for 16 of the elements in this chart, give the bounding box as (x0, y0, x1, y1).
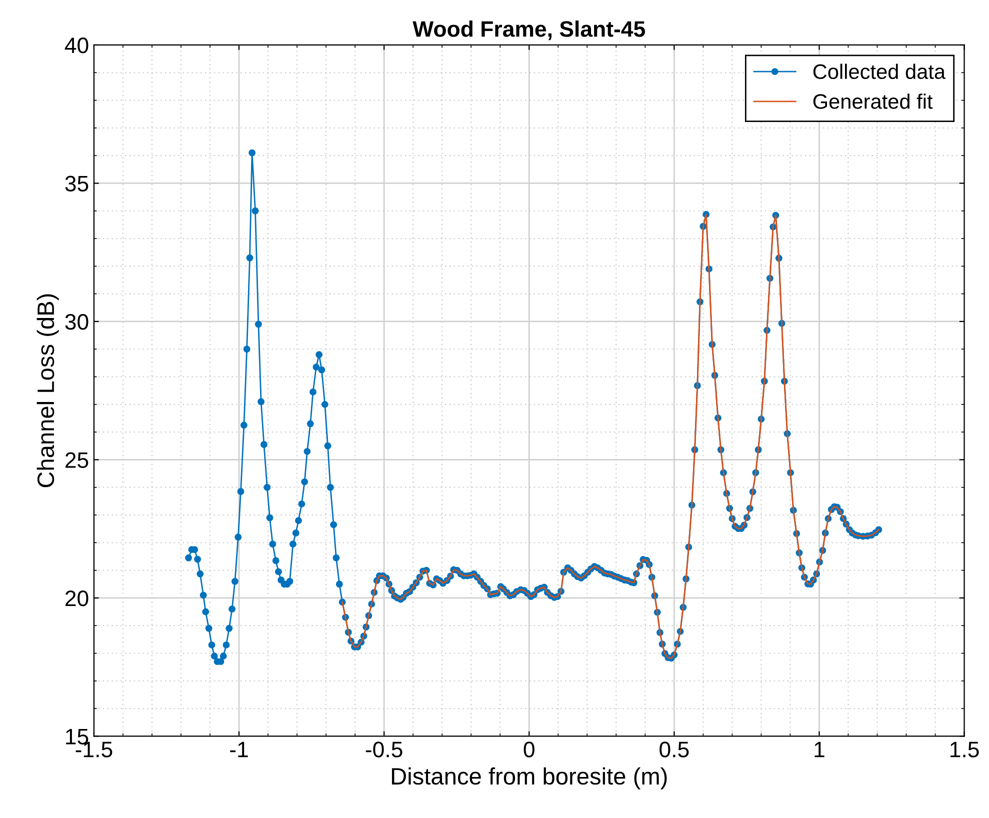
x-tick-label: 1.5 (950, 742, 979, 758)
y-tick-label: 30 (65, 314, 88, 330)
x-tick-label: 0 (524, 742, 534, 758)
y-tick-label: 20 (65, 590, 88, 606)
legend-label: Collected data (813, 64, 946, 80)
y-tick-label: 40 (64, 38, 88, 54)
x-axis-title: Distance from boresite (m) (392, 767, 667, 790)
x-tick-label: 1 (814, 742, 824, 758)
y-tick-label: 25 (65, 452, 88, 468)
x-tick-label: -1 (230, 742, 248, 758)
x-tick-label: 0.5 (660, 742, 689, 758)
chart-title: Wood Frame, Slant-45 (412, 20, 645, 40)
legend-label: Generated fit (813, 94, 933, 109)
y-tick-label: 35 (65, 176, 88, 192)
y-axis-title: Channel Loss (dB) (36, 294, 59, 488)
x-tick-label: -0.5 (366, 742, 402, 758)
